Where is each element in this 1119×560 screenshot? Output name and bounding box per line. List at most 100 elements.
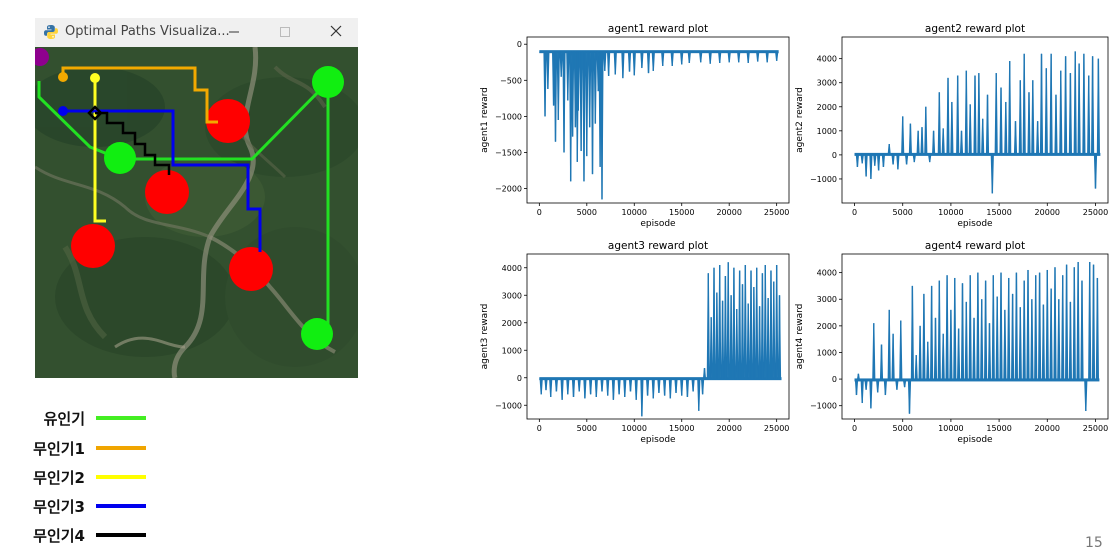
y-tick-label: 1000 (817, 127, 837, 136)
x-tick-label: 20000 (1035, 208, 1060, 217)
y-tick-label: −1000 (810, 175, 837, 184)
y-tick-label: 4000 (817, 55, 837, 64)
x-tick-label: 10000 (622, 208, 647, 217)
python-logo-icon (44, 25, 58, 39)
y-tick-label: 3000 (817, 79, 837, 88)
y-tick-label: 3000 (817, 295, 837, 304)
window-title: Optimal Paths Visualiza... (65, 24, 230, 39)
y-tick-label: 3000 (502, 291, 522, 300)
x-axis-label: episode (957, 435, 993, 445)
x-tick-label: 20000 (1035, 424, 1060, 433)
y-tick-label: 1000 (502, 346, 522, 355)
x-axis-label: episode (640, 435, 676, 445)
maximize-icon (280, 27, 290, 37)
chart-title: agent4 reward plot (925, 240, 1025, 252)
y-tick-label: 2000 (817, 322, 837, 331)
y-axis-label: agent3 reward (480, 304, 490, 370)
drone2-start-marker (90, 73, 100, 83)
y-tick-label: 0 (517, 374, 522, 383)
y-tick-label: 0 (832, 151, 837, 160)
y-tick-label: −1000 (495, 112, 522, 121)
x-tick-label: 0 (537, 424, 542, 433)
y-tick-label: −2000 (495, 185, 522, 194)
y-tick-label: 0 (517, 40, 522, 49)
path-drone3 (63, 109, 262, 252)
x-tick-label: 25000 (764, 208, 789, 217)
x-tick-label: 25000 (1083, 424, 1108, 433)
legend-line-drone3 (96, 504, 146, 508)
chart-title: agent2 reward plot (925, 23, 1025, 35)
x-tick-label: 10000 (622, 424, 647, 433)
obstacle-circle (229, 247, 273, 291)
legend-label-drone2: 무인기2 (33, 469, 85, 487)
path-drone4 (95, 111, 171, 175)
manned-start-marker (35, 48, 49, 66)
y-axis-label: agent4 reward (795, 304, 805, 370)
legend-line-drone2 (96, 475, 146, 479)
legend-line-drone1 (96, 446, 146, 450)
obstacle-circle (145, 170, 189, 214)
x-tick-label: 20000 (716, 208, 741, 217)
x-tick-label: 15000 (986, 424, 1011, 433)
obstacle-circle (206, 99, 250, 143)
x-tick-label: 10000 (938, 208, 963, 217)
obstacle-circle (71, 224, 115, 268)
y-tick-label: −1000 (810, 402, 837, 411)
y-tick-label: 2000 (502, 319, 522, 328)
x-tick-label: 5000 (893, 424, 913, 433)
plot-frame (526, 36, 790, 204)
visualization-window: Optimal Paths Visualiza... (35, 18, 358, 378)
close-icon (330, 25, 342, 37)
plot-frame (526, 253, 790, 420)
chart-title: agent3 reward plot (608, 240, 708, 252)
x-tick-label: 5000 (577, 208, 597, 217)
goal-circle (301, 318, 333, 350)
y-axis-label: agent2 reward (795, 87, 805, 153)
y-tick-label: 4000 (817, 269, 837, 278)
x-tick-label: 10000 (938, 424, 963, 433)
close-button[interactable] (323, 21, 349, 43)
y-tick-label: 0 (832, 375, 837, 384)
satellite-map (35, 47, 358, 378)
y-tick-label: 1000 (817, 348, 837, 357)
maximize-button[interactable] (272, 21, 298, 43)
minimize-button[interactable] (221, 21, 247, 43)
x-tick-label: 20000 (716, 424, 741, 433)
y-tick-label: −1000 (495, 401, 522, 410)
legend-label-manned: 유인기 (43, 410, 85, 428)
legend-label-drone4: 무인기4 (33, 527, 85, 545)
path-drone1 (61, 66, 218, 124)
y-tick-label: −500 (500, 76, 522, 85)
y-tick-label: 2000 (817, 103, 837, 112)
y-tick-label: −1500 (495, 148, 522, 157)
window-titlebar[interactable]: Optimal Paths Visualiza... (35, 18, 358, 47)
legend-label-drone3: 무인기3 (33, 498, 85, 516)
x-axis-label: episode (957, 219, 993, 229)
x-tick-label: 25000 (1083, 208, 1108, 217)
plot-frame (841, 36, 1109, 204)
x-tick-label: 5000 (577, 424, 597, 433)
x-tick-label: 15000 (986, 208, 1011, 217)
x-axis-label: episode (640, 219, 676, 229)
y-axis-label: agent1 reward (480, 87, 490, 153)
series-line (539, 262, 782, 417)
page-number: 15 (1085, 535, 1103, 551)
legend-label-drone1: 무인기1 (33, 440, 85, 458)
goal-circle (312, 66, 344, 98)
goal-circle (104, 142, 136, 174)
x-tick-label: 0 (852, 208, 857, 217)
y-tick-label: 4000 (502, 264, 522, 273)
agent1-reward-chart: agent1 reward plot 0 5000 10000 15000 20000 25… (480, 23, 790, 229)
chart-title: agent1 reward plot (608, 23, 708, 35)
path-drone2 (93, 78, 106, 223)
drone1-start-marker (58, 72, 68, 82)
x-tick-label: 15000 (669, 424, 694, 433)
series-line (854, 51, 1100, 194)
x-tick-label: 15000 (669, 208, 694, 217)
series-line (854, 261, 1099, 414)
x-tick-label: 0 (852, 424, 857, 433)
